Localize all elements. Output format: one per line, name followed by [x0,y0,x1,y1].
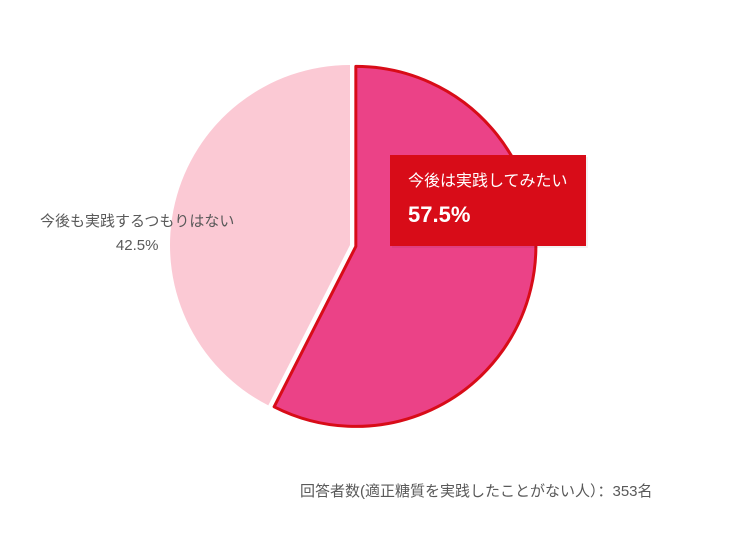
slice-label-line2: 42.5% [40,234,234,258]
highlight-callout: 今後は実践してみたい 57.5% [390,155,586,246]
callout-percent: 57.5% [408,197,568,232]
slice-label-no-intent: 今後も実践するつもりはない 42.5% [40,210,234,258]
callout-title: 今後は実践してみたい [408,169,568,195]
pie-chart-container: 今後も実践するつもりはない 42.5% 今後は実践してみたい 57.5% 回答者… [0,0,755,537]
slice-label-line1: 今後も実践するつもりはない [40,210,234,234]
chart-footnote: 回答者数(適正糖質を実践したことがない人）：353名 [300,480,653,501]
pie-chart-svg [0,0,755,537]
